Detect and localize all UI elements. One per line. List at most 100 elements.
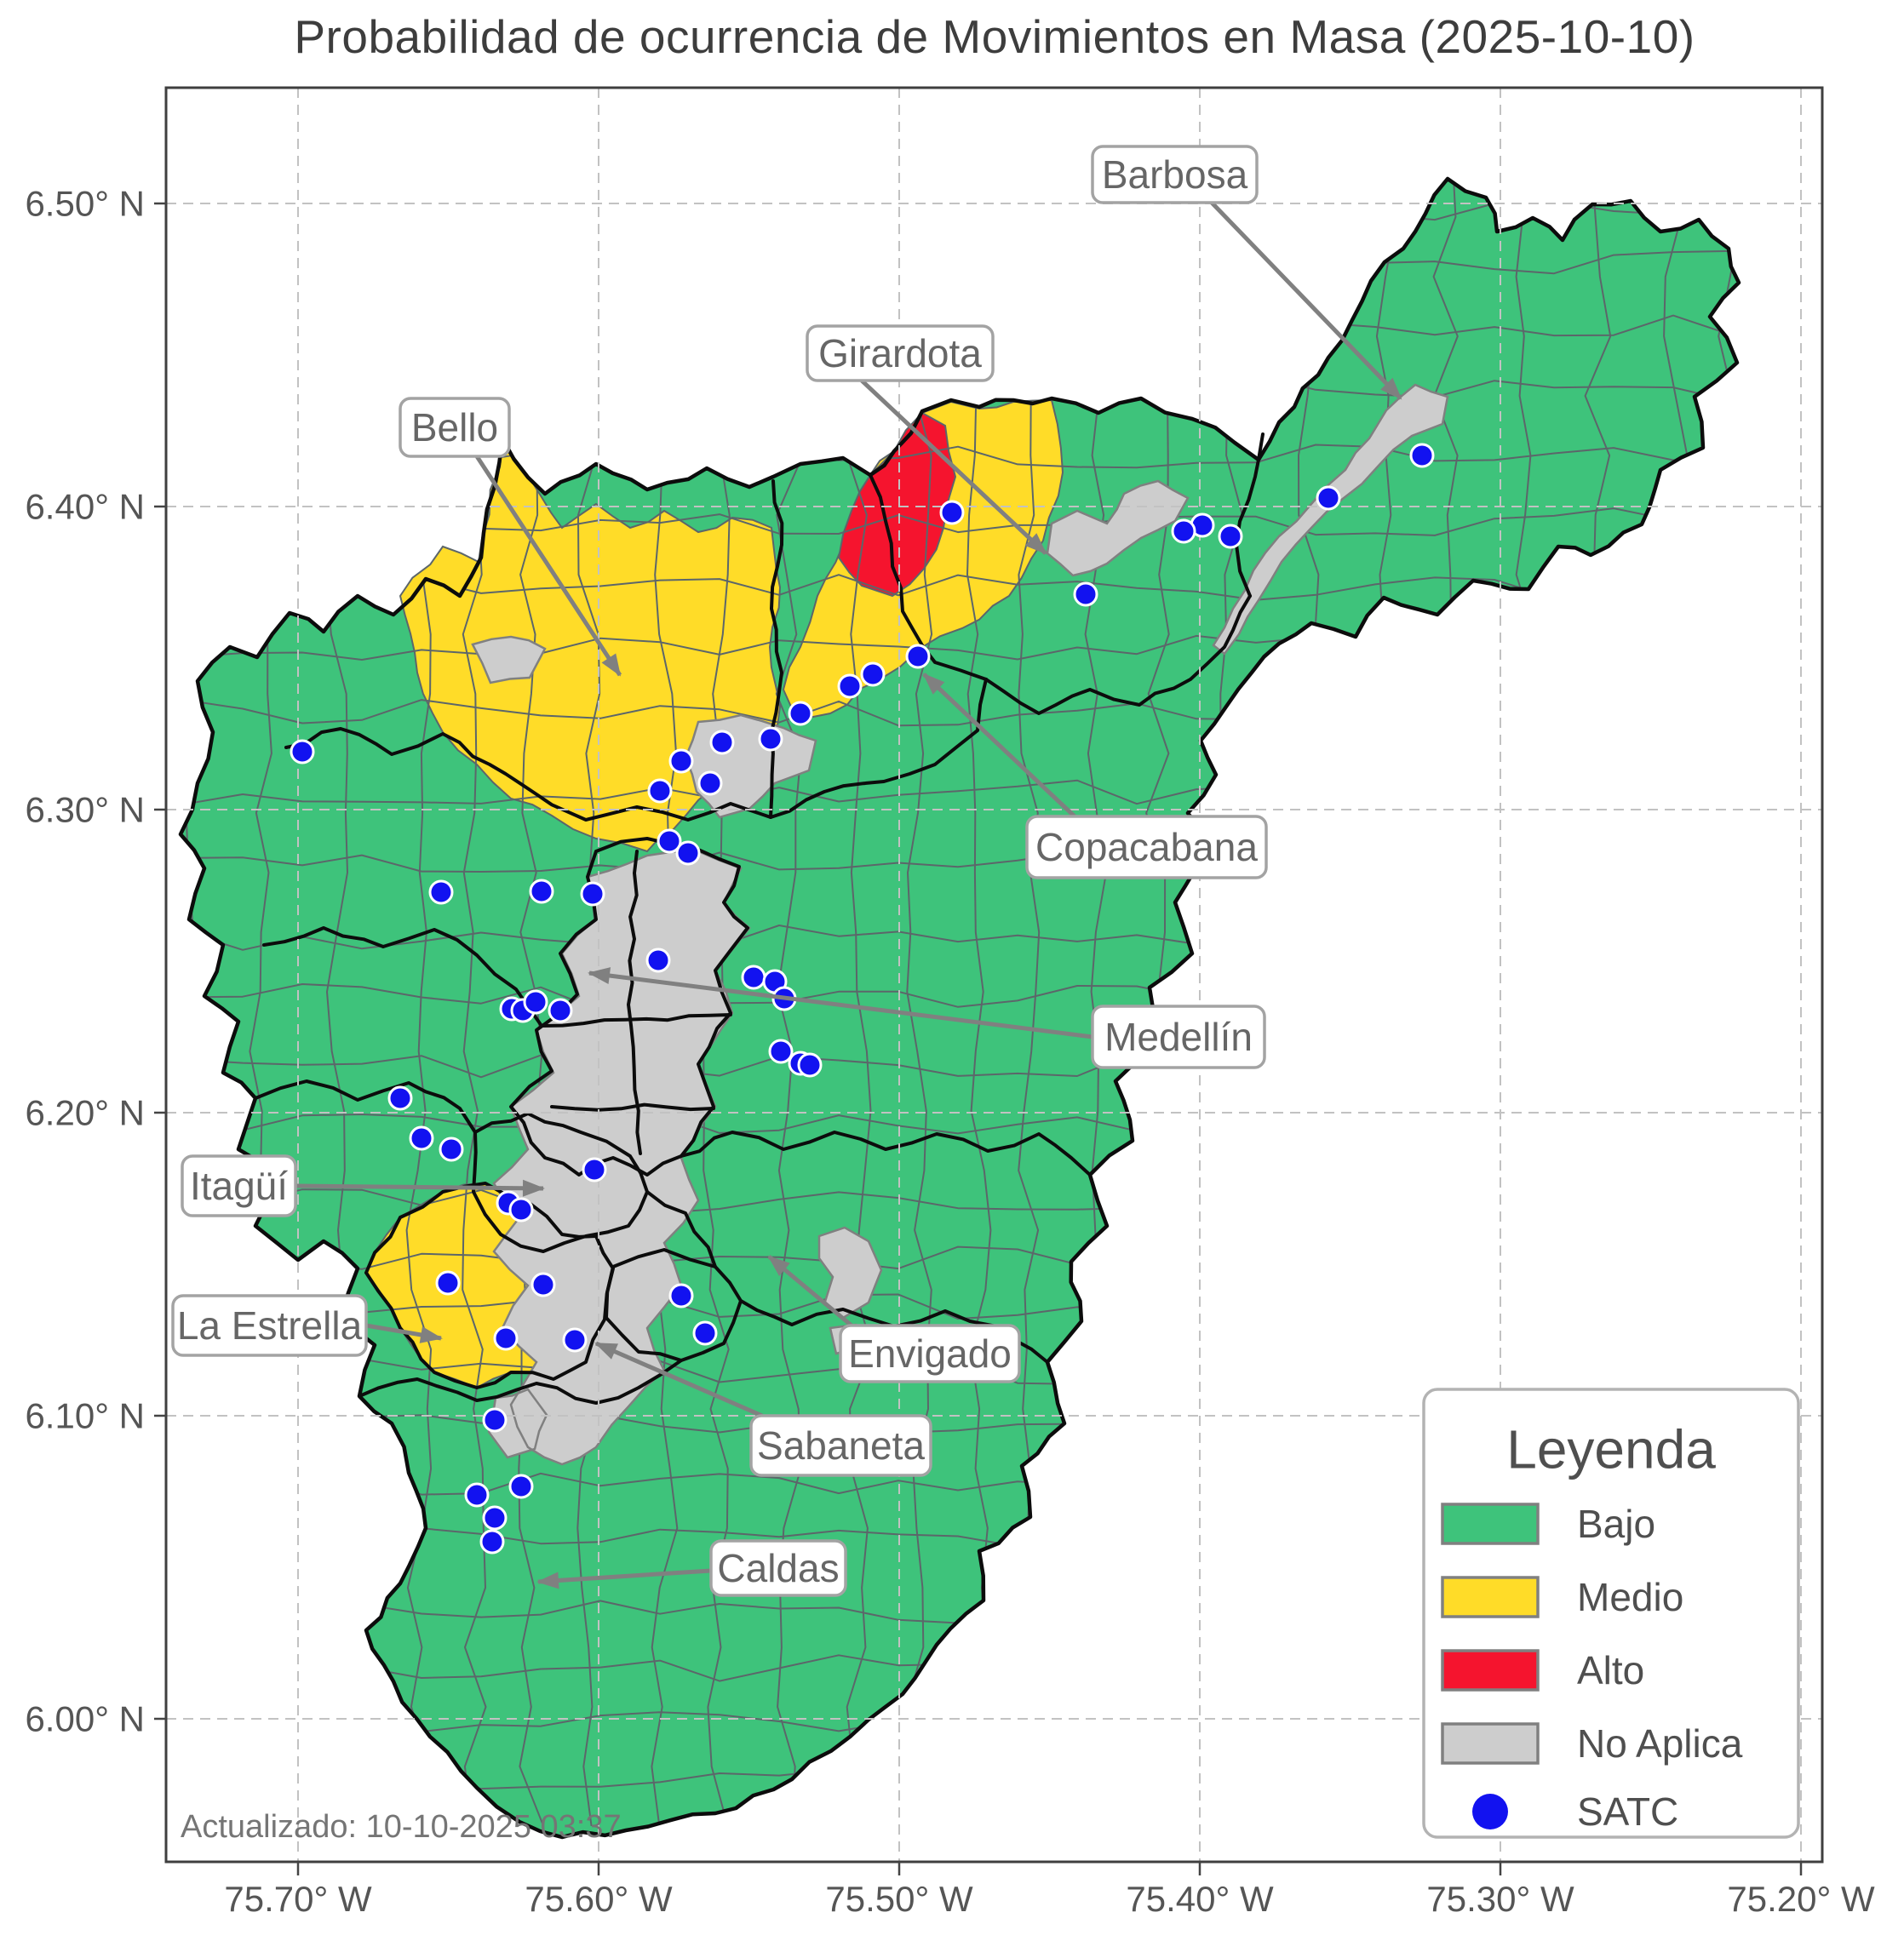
callout-arrow-envigado: [767, 1255, 853, 1327]
municipality-callouts: Barbosa Girardota Bello Copacabana Medellín I…: [171, 145, 1402, 1597]
callout-arrow-sabaneta: [594, 1341, 763, 1418]
callout-box-caldas: [709, 1539, 847, 1597]
legend-item-alto: Alto: [1441, 1648, 1644, 1692]
y-tick-label: 6.30° N: [25, 790, 145, 830]
satc-station-dot: [905, 644, 931, 669]
y-tick-label: 6.40° N: [25, 487, 145, 527]
satc-station-dot: [582, 1157, 607, 1182]
satc-station-dot: [290, 739, 315, 764]
legend-point-swatch: [1472, 1794, 1508, 1829]
satc-station-dot: [482, 1407, 508, 1433]
satc-station-dot: [768, 1039, 794, 1064]
satc-station-dot: [435, 1270, 461, 1296]
legend-swatch: [1441, 1576, 1540, 1618]
callout-label-copacabana: Copacabana: [1035, 825, 1258, 869]
satc-station-dot: [479, 1529, 505, 1555]
callout-arrow-medellin: [588, 967, 1093, 1039]
satc-station-dot: [580, 881, 605, 907]
satc-station-dot: [1316, 485, 1341, 511]
satc-station-dot: [645, 948, 671, 973]
satc-station-dot: [387, 1085, 413, 1111]
callout-arrow-barbosa: [1210, 201, 1402, 400]
satc-station-dot: [860, 661, 886, 687]
callout-sabaneta: Sabaneta: [594, 1341, 932, 1477]
legend-item-label: SATC: [1577, 1789, 1678, 1834]
satc-station-dot: [428, 879, 454, 905]
y-tick-label: 6.10° N: [25, 1396, 145, 1436]
callout-girardota: Girardota: [806, 324, 1047, 555]
callout-arrow-copacabana: [922, 673, 1076, 818]
satc-station-dot: [530, 1272, 556, 1297]
callout-arrow-girardota: [860, 379, 1047, 555]
plot-frame: [164, 86, 1824, 1864]
callout-label-sabaneta: Sabaneta: [757, 1423, 925, 1468]
satc-station-dot: [837, 673, 863, 699]
callout-label-barbosa: Barbosa: [1102, 152, 1248, 197]
satc-station-dot: [657, 828, 682, 854]
satc-station-dot: [675, 840, 701, 866]
satc-station-dot: [508, 1197, 534, 1222]
satc-station-dot: [697, 770, 723, 796]
callout-copacabana: Copacabana: [922, 673, 1268, 879]
satc-station-dot: [523, 989, 548, 1015]
x-tick-label: 75.30° W: [1426, 1879, 1574, 1919]
satc-station-dot: [508, 1474, 534, 1499]
satc-station-dot: [548, 998, 573, 1023]
legend-item-label: Medio: [1577, 1575, 1683, 1619]
y-tick-label: 6.00° N: [25, 1699, 145, 1739]
x-tick-label: 75.50° W: [825, 1879, 973, 1919]
legend: Leyenda Bajo Medio Alto No Aplica SATC: [1422, 1388, 1800, 1839]
x-tick-label: 75.20° W: [1727, 1879, 1875, 1919]
satc-station-dot: [668, 1283, 694, 1308]
figure-title: Probabilidad de ocurrencia de Movimiento…: [294, 10, 1695, 63]
satc-station-dot: [1171, 518, 1196, 544]
callout-box-la-estrella: [171, 1294, 368, 1357]
callout-box-medellin: [1091, 1005, 1266, 1069]
callout-box-envigado: [839, 1324, 1021, 1383]
legend-item-bajo: Bajo: [1441, 1502, 1655, 1546]
callout-box-itagui: [181, 1154, 297, 1217]
legend-item-label: Alto: [1577, 1648, 1644, 1692]
callout-label-la-estrella: La Estrella: [177, 1303, 363, 1348]
legend-item-label: No Aplica: [1577, 1721, 1743, 1766]
callout-itagui: Itagüí: [181, 1154, 545, 1217]
callout-label-girardota: Girardota: [818, 331, 982, 375]
legend-item-medio: Medio: [1441, 1575, 1683, 1619]
callout-arrow-itagui: [295, 1179, 545, 1197]
callout-label-bello: Bello: [411, 405, 498, 449]
satc-station-dot: [741, 965, 766, 990]
satc-station-dot: [1218, 524, 1243, 549]
x-tick-label: 75.70° W: [224, 1879, 372, 1919]
callout-envigado: Envigado: [767, 1255, 1021, 1383]
callout-label-medellin: Medellín: [1104, 1015, 1253, 1059]
legend-item-no-aplica: No Aplica: [1441, 1721, 1743, 1766]
satc-station-dot: [709, 730, 735, 755]
callout-arrow-caldas: [536, 1568, 712, 1589]
legend-title: Leyenda: [1506, 1418, 1716, 1480]
axes: 75.70° W 75.60° W 75.50° W 75.40° W 75.30° W…: [25, 184, 1875, 1919]
callout-label-caldas: Caldas: [717, 1546, 839, 1590]
callout-bello: Bello: [399, 397, 622, 677]
legend-swatch: [1441, 1722, 1540, 1765]
x-tick-label: 75.40° W: [1126, 1879, 1274, 1919]
legend-swatch: [1441, 1503, 1540, 1545]
legend-item-label: Bajo: [1577, 1502, 1655, 1546]
callout-label-envigado: Envigado: [848, 1331, 1012, 1376]
satc-station-dot: [409, 1125, 434, 1151]
satc-station-dot: [647, 778, 673, 804]
callout-caldas: Caldas: [536, 1539, 847, 1597]
callout-box-sabaneta: [749, 1414, 932, 1477]
satc-station-dot: [788, 701, 813, 726]
satc-station-dot: [1409, 443, 1435, 468]
callout-box-girardota: [806, 324, 995, 382]
satc-stations: [290, 443, 1435, 1555]
satc-station-dot: [464, 1482, 490, 1508]
callout-la-estrella: La Estrella: [171, 1294, 443, 1357]
satc-station-dot: [1073, 581, 1098, 607]
callout-box-barbosa: [1091, 145, 1259, 204]
callout-arrow-bello: [474, 455, 622, 677]
satc-station-dot: [797, 1052, 823, 1078]
callout-box-copacabana: [1025, 815, 1268, 879]
